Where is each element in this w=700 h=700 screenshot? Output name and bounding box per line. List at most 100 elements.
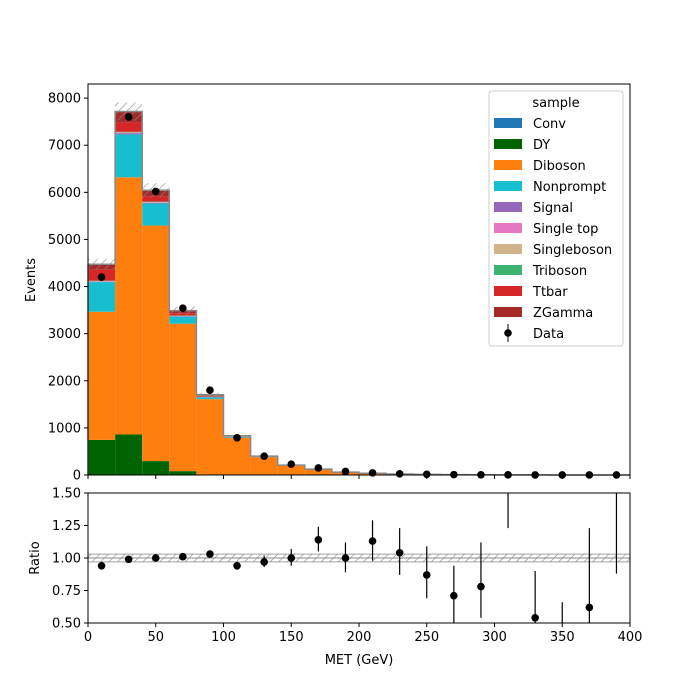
ratio-x-axis-label: MET (GeV): [325, 653, 394, 668]
bar-singleboson-bin-1: [115, 132, 143, 133]
ratio-point-12: [422, 571, 431, 579]
y-tick-label-0: 0: [73, 469, 81, 484]
legend-swatch-signal: [494, 202, 522, 212]
x-tick-label-250: 250: [414, 630, 439, 645]
x-tick-label-350: 350: [550, 630, 575, 645]
legend-data-marker: [504, 329, 512, 337]
bar-nonprompt-bin-4: [196, 397, 224, 400]
ratio-y-tick-label-1.25: 1.25: [52, 519, 81, 534]
x-tick-label-400: 400: [618, 630, 643, 645]
data-point-7: [287, 460, 296, 468]
x-tick-label-100: 100: [211, 630, 236, 645]
data-point-0: [97, 273, 106, 281]
legend-label-ttbar: Ttbar: [532, 285, 568, 300]
legend-label-nonprompt: Nonprompt: [533, 180, 606, 195]
legend-swatch-ttbar: [494, 286, 522, 296]
y-tick-label-8000: 8000: [48, 92, 81, 107]
bar-diboson-bin-3: [169, 323, 197, 472]
ratio-y-axis: 0.50 0.75 1.00 1.25 1.50: [52, 487, 88, 632]
data-point-2: [151, 187, 160, 196]
ratio-plot-area: [87, 493, 631, 623]
data-point-6: [260, 452, 268, 460]
legend-label-singleboson: Singleboson: [533, 243, 612, 258]
bar-diboson-bin-1: [115, 177, 143, 435]
x-tick-label-50: 50: [147, 630, 164, 645]
legend-label-data: Data: [533, 327, 564, 342]
main-panel: 0 1000 2000 3000 4000 5000 6000 7000 8000 Events: [24, 83, 631, 484]
x-tick-label-200: 200: [347, 630, 372, 645]
main-y-axis: 0 1000 2000 3000 4000 5000 6000 7000 8000: [48, 92, 88, 484]
ratio-point-6: [260, 558, 268, 566]
x-tick-label-0: 0: [84, 630, 92, 645]
y-tick-label-4000: 4000: [48, 280, 81, 295]
bar-nonprompt-bin-2: [142, 203, 170, 226]
legend-swatch-single-top: [494, 223, 522, 233]
ratio-panel: 0.50 0.75 1.00 1.25 1.50 0 50 100 150 200 250 300 3…: [28, 487, 642, 669]
ratio-y-tick-label-1.50: 1.50: [52, 487, 81, 502]
bar-diboson-bin-6: [250, 457, 278, 475]
ratio-point-0: [97, 562, 106, 570]
legend-label-zgamma: ZGamma: [533, 306, 593, 321]
ratio-y-tick-label-1.00: 1.00: [52, 552, 81, 567]
data-point-3: [179, 304, 187, 313]
ratio-point-7: [287, 554, 296, 562]
bar-diboson-bin-7: [277, 465, 305, 475]
x-tick-label-300: 300: [482, 630, 507, 645]
legend-label-conv: Conv: [533, 117, 566, 132]
bar-dy-bin-0: [88, 439, 116, 475]
data-point-12: [422, 470, 431, 479]
ratio-point-18: [585, 603, 594, 612]
ratio-point-9: [341, 554, 350, 562]
main-plot-area: [87, 102, 631, 479]
ratio-point-3: [179, 552, 187, 561]
y-tick-label-2000: 2000: [48, 374, 81, 389]
ratio-point-2: [151, 554, 160, 562]
ratio-point-8: [314, 536, 323, 544]
ratio-point-10: [368, 537, 377, 545]
ratio-point-14: [477, 582, 485, 591]
y-tick-label-1000: 1000: [48, 421, 81, 436]
bar-dy-bin-1: [115, 434, 143, 475]
bar-signal-bin-1: [115, 133, 143, 135]
bar-nonprompt-bin-0: [88, 282, 116, 312]
data-point-4: [206, 386, 214, 395]
legend-label-signal: Signal: [533, 201, 573, 216]
legend-title: sample: [532, 96, 579, 111]
y-tick-label-5000: 5000: [48, 233, 81, 248]
ratio-point-16: [531, 614, 539, 622]
legend-swatch-nonprompt: [494, 181, 522, 191]
ratio-point-1: [124, 555, 133, 564]
main-x-axis: [87, 475, 631, 479]
ratio-point-4: [206, 550, 214, 558]
bar-nonprompt-bin-1: [115, 134, 143, 178]
legend-label-single-top: Single top: [533, 222, 598, 237]
ratio-y-tick-label-0.75: 0.75: [52, 584, 81, 599]
ratio-point-13: [450, 591, 458, 600]
bar-ttbar-bin-1: [115, 122, 143, 132]
bar-signal-bin-2: [142, 202, 170, 204]
legend-swatch-dy: [494, 139, 522, 149]
data-point-8: [314, 464, 323, 472]
legend-label-dy: DY: [533, 138, 550, 153]
legend-swatch-diboson: [494, 160, 522, 170]
legend-swatch-singleboson: [494, 244, 522, 254]
ratio-y-axis-label: Ratio: [28, 541, 43, 574]
legend-swatch-conv: [494, 118, 522, 128]
bar-nonprompt-bin-3: [169, 316, 197, 324]
bar-diboson-bin-4: [196, 399, 224, 475]
data-point-5: [233, 433, 241, 442]
bar-diboson-bin-5: [223, 437, 251, 475]
main-y-axis-label: Events: [24, 258, 39, 302]
y-tick-label-7000: 7000: [48, 139, 81, 154]
bar-diboson-bin-8: [304, 469, 332, 475]
bar-diboson-bin-2: [142, 225, 170, 462]
data-point-10: [368, 469, 377, 477]
y-tick-label-6000: 6000: [48, 186, 81, 201]
ratio-y-tick-label-0.50: 0.50: [52, 617, 81, 632]
ratio-point-5: [233, 562, 241, 570]
data-point-1: [124, 113, 133, 121]
bar-diboson-bin-0: [88, 311, 116, 440]
data-point-9: [341, 467, 350, 476]
legend-label-triboson: Triboson: [532, 264, 587, 279]
